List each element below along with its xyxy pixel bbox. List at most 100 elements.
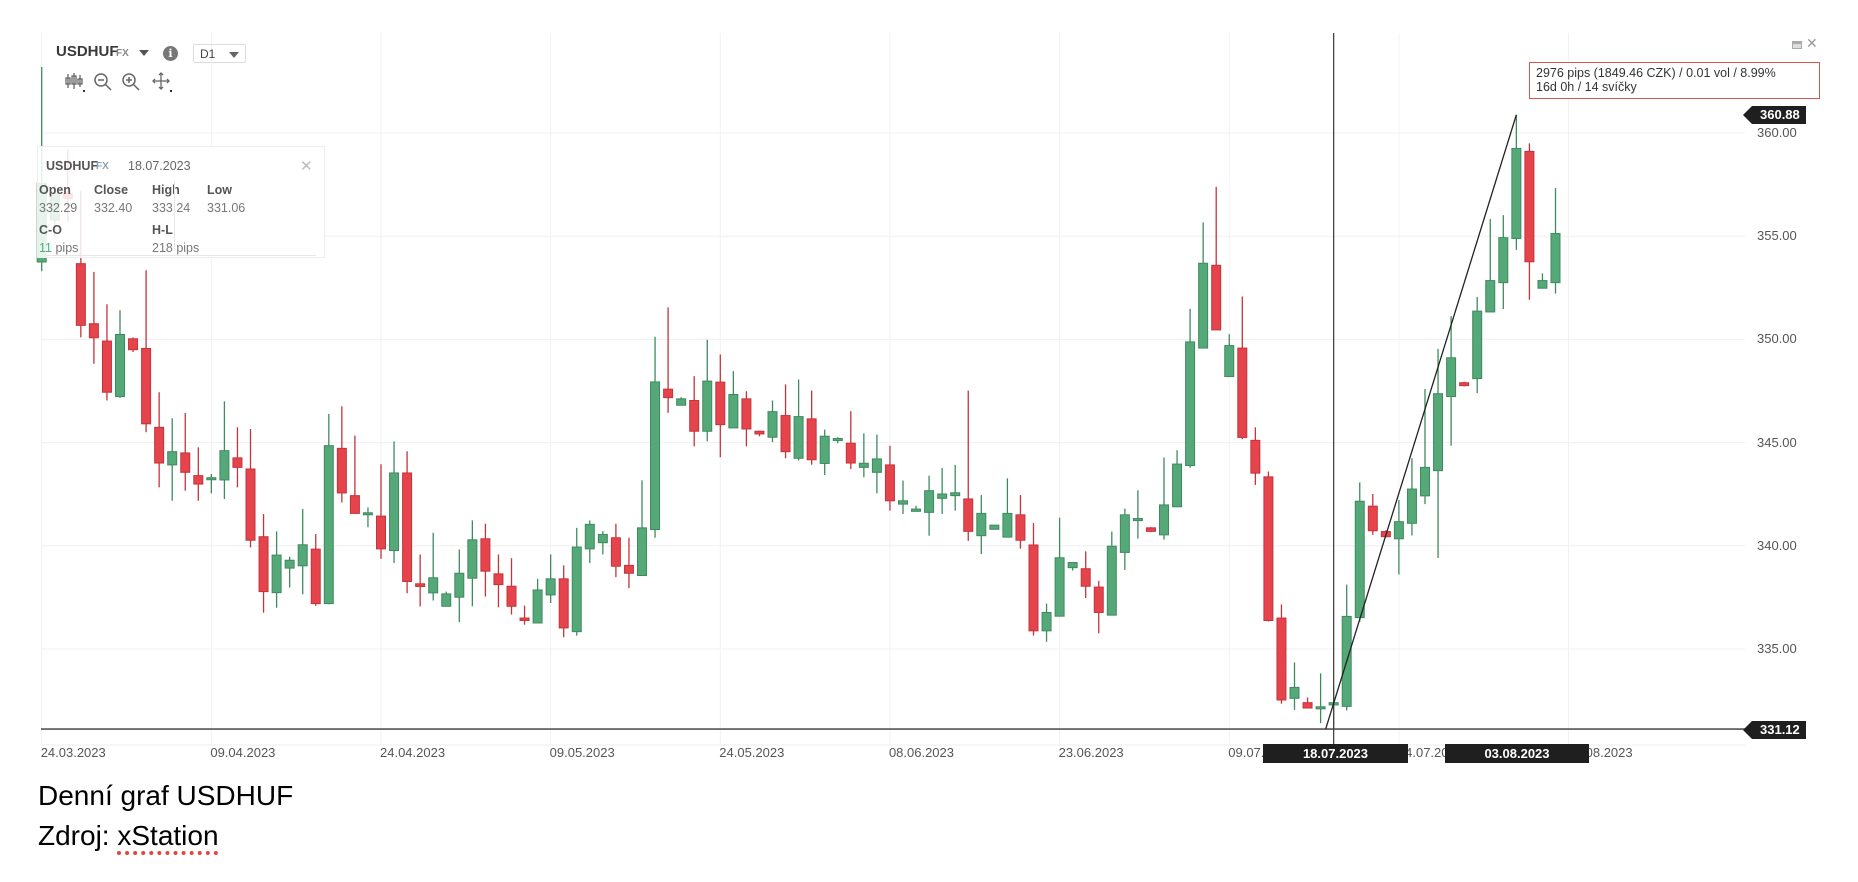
candle	[610, 523, 621, 578]
candle-body	[1067, 562, 1078, 569]
candle-body	[454, 572, 465, 598]
candle-body	[141, 347, 152, 425]
candle-body	[1159, 504, 1169, 536]
x-tick-label: 24.03.2023	[40, 745, 106, 760]
candle-body	[1250, 439, 1261, 474]
candle-body	[793, 416, 804, 459]
candle-body	[1433, 393, 1444, 472]
candle-body	[1093, 586, 1104, 613]
candle	[1080, 551, 1091, 599]
candle-body	[493, 573, 504, 586]
candle	[297, 509, 308, 595]
timeframe-select[interactable]: D1	[193, 44, 246, 63]
candle-body	[884, 464, 895, 502]
candle-body	[336, 447, 347, 494]
candle	[1211, 186, 1222, 331]
candle-body	[858, 462, 869, 468]
x-tick-label: 24.04.2023	[380, 745, 446, 760]
y-tick-label: 360.00	[1757, 125, 1797, 140]
candle-body	[245, 468, 256, 541]
crosshair-date-start: 18.07.2023	[1263, 744, 1408, 763]
candle-body	[1367, 505, 1378, 532]
candle-body	[128, 338, 139, 351]
candle	[284, 556, 295, 588]
candle-body	[767, 411, 778, 438]
candle	[1420, 388, 1430, 505]
candle	[88, 271, 99, 364]
candle	[1406, 458, 1417, 536]
candle-body	[780, 415, 791, 453]
candle	[180, 412, 191, 491]
candle	[1511, 114, 1522, 250]
candle-body	[532, 589, 543, 624]
symbol-type: FX	[116, 48, 129, 59]
candle	[336, 406, 347, 503]
symbol-dropdown-chevron-icon[interactable]	[139, 50, 149, 56]
zoom-in-icon[interactable]	[120, 71, 142, 93]
candle-body	[1302, 702, 1313, 709]
candle	[676, 397, 687, 406]
candlestick-chart-type-icon[interactable]	[64, 71, 86, 93]
low-value: 331.06	[207, 201, 246, 215]
candle-body	[623, 564, 634, 574]
candle	[428, 532, 439, 601]
candle-body	[441, 593, 452, 607]
candle-body	[610, 537, 621, 567]
hl-value: 218 pips	[152, 241, 200, 255]
candle-body	[506, 585, 517, 607]
candle	[115, 310, 125, 398]
symbol-name[interactable]: USDHUF	[56, 43, 119, 60]
candle-body	[1537, 280, 1548, 289]
measurement-trend-line	[1325, 114, 1517, 730]
candle	[128, 337, 139, 352]
candle	[1159, 457, 1169, 540]
candle-body	[1054, 557, 1065, 617]
minimize-icon[interactable]	[1791, 38, 1803, 54]
candle	[702, 339, 713, 442]
panel-symbol: USDHUF	[46, 159, 99, 173]
candle	[532, 578, 543, 624]
close-chart-icon[interactable]: ✕	[1806, 35, 1818, 51]
caption-title: Denní graf USDHUF	[38, 780, 294, 811]
candle	[1119, 508, 1130, 570]
candle-body	[1498, 237, 1509, 284]
close-label: Close	[94, 183, 129, 197]
candle	[323, 413, 334, 605]
candle-body	[206, 477, 217, 481]
candle-body	[1237, 347, 1248, 438]
candle-body	[571, 546, 582, 633]
candle-body	[101, 340, 112, 393]
move-icon[interactable]	[151, 71, 173, 93]
candle	[1041, 603, 1052, 642]
y-tick-label: 350.00	[1757, 331, 1797, 347]
candle-body	[597, 533, 608, 544]
candle-body	[845, 442, 856, 464]
candle	[989, 524, 1000, 530]
candle	[1485, 218, 1496, 313]
candle	[258, 514, 269, 613]
candle-body	[650, 381, 661, 530]
candle	[754, 430, 765, 437]
candle-body	[1224, 345, 1235, 378]
candle	[1263, 471, 1274, 622]
x-tick-label: 23.06.2023	[1058, 745, 1124, 760]
candle	[454, 549, 465, 623]
candle-body	[963, 498, 974, 532]
candle	[1524, 143, 1535, 300]
y-tick-label: 345.00	[1757, 434, 1797, 450]
candle	[1315, 673, 1326, 724]
zoom-out-icon[interactable]	[92, 71, 114, 93]
candle	[741, 391, 752, 447]
low-label: Low	[207, 183, 232, 197]
candle	[571, 527, 582, 636]
candle	[1106, 531, 1117, 616]
panel-date: 18.07.2023	[128, 159, 191, 173]
candle	[780, 384, 791, 459]
candle-body	[1289, 686, 1300, 699]
co-label: C-O	[39, 223, 62, 237]
info-icon[interactable]: i	[163, 46, 178, 61]
panel-close-icon[interactable]: ✕	[300, 158, 313, 175]
crosshair-date-end: 03.08.2023	[1445, 744, 1589, 763]
x-tick-label: 09.05.2023	[549, 745, 615, 760]
